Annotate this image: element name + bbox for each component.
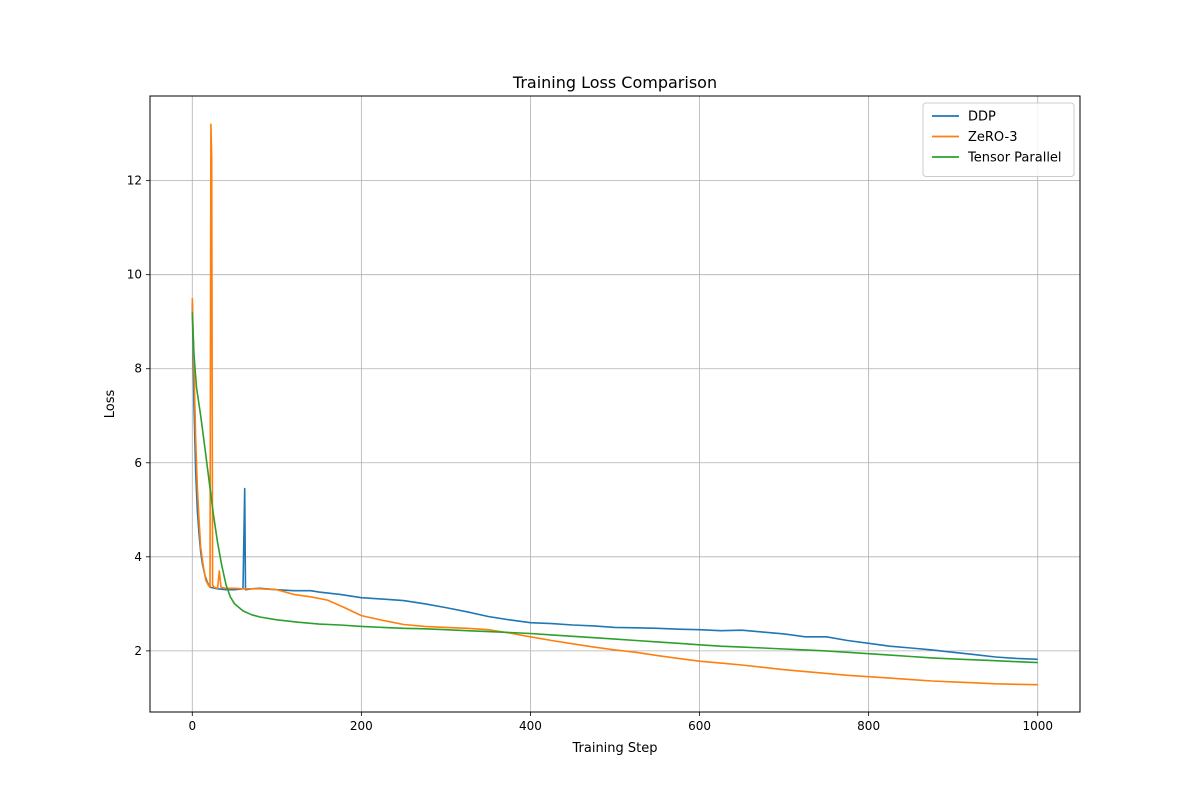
y-tick-label: 10 [127, 268, 142, 282]
axis-ticks: 0 200 400 600 800 1000 2 4 6 8 10 12 [127, 174, 1053, 733]
series-line-zero-3 [191, 123, 1038, 686]
series-lines [191, 123, 1038, 686]
plot-frame [149, 95, 1081, 713]
y-tick-label: 2 [134, 644, 142, 658]
legend-entry: DDP [968, 110, 996, 125]
y-tick-label: 12 [127, 174, 142, 188]
x-tick-label: 0 [188, 719, 196, 733]
x-tick-label: 400 [519, 719, 542, 733]
series-line-tensor-parallel [191, 312, 1038, 664]
x-tick-label: 1000 [1022, 719, 1053, 733]
x-axis-label: Training Step [571, 741, 657, 756]
y-tick-label: 4 [134, 550, 142, 564]
y-axis-label: Loss [103, 390, 118, 419]
series-line-ddp [191, 302, 1038, 661]
legend-box [922, 102, 1075, 177]
x-tick-label: 200 [350, 719, 373, 733]
chart-title: Training Loss Comparison [512, 73, 717, 92]
y-tick-label: 6 [134, 456, 142, 470]
legend-entry: ZeRO-3 [968, 130, 1018, 145]
x-tick-label: 600 [688, 719, 711, 733]
legend-entry: Tensor Parallel [967, 151, 1062, 166]
x-tick-label: 800 [857, 719, 880, 733]
y-tick-label: 8 [134, 362, 142, 376]
legend: DDP ZeRO-3 Tensor Parallel [922, 102, 1075, 177]
grid [150, 96, 1080, 712]
